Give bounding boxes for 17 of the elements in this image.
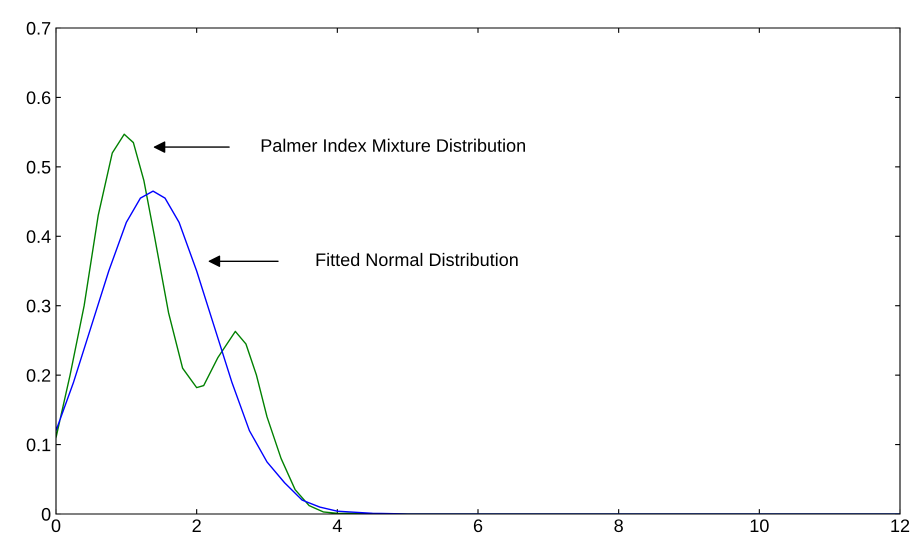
y-tick-label: 0.2	[26, 369, 50, 382]
x-tick-label: 2	[192, 519, 201, 532]
x-tick-label: 4	[332, 520, 342, 532]
y-tick-label: 0	[42, 508, 50, 521]
y-tick-label: 0.7	[26, 22, 50, 35]
x-tick-label: 0	[52, 519, 60, 532]
x-tick-label: 6	[474, 519, 482, 532]
annotation: Fitted Normal Distribution	[316, 252, 518, 266]
y-tick-label: 0.1	[26, 438, 50, 452]
x-tick-label: 10	[750, 519, 769, 532]
x-tick-label: 12	[891, 519, 910, 532]
y-tick-label: 0.4	[26, 230, 51, 244]
y-tick-label: 0.5	[26, 160, 50, 174]
x-tick-label: 8	[614, 519, 623, 532]
y-tick-label: 0.6	[26, 91, 50, 104]
annotation: Palmer Index Mixture Distribution	[262, 138, 525, 152]
y-tick-label: 0.3	[26, 300, 50, 312]
